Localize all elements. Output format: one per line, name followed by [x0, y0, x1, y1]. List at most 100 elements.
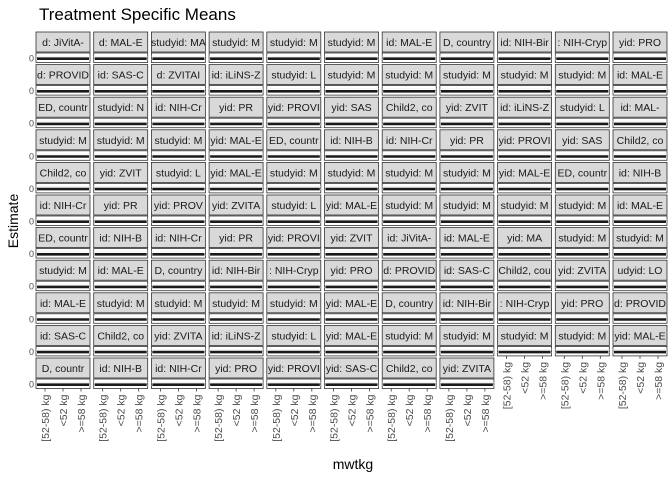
facet-strip [208, 31, 264, 53]
facet-panel: studyid: M [554, 64, 610, 96]
facet-panel: yid: MAL-E [324, 292, 379, 324]
facet-strip [93, 227, 149, 249]
facet-strip [439, 357, 495, 379]
facet-panel: id: NIH-Cr [52-58) kg <52 kg >=58 kg [150, 357, 206, 442]
facet-strip-label: studyid: M [212, 37, 260, 49]
facet-strip-label: yid: PROVI [268, 102, 320, 114]
facet-panel: yid: MAL-E [208, 129, 264, 161]
facet-strip [439, 161, 495, 183]
facet-panel: studyid: M [554, 227, 610, 259]
facet-strip-label: ED, countr [38, 102, 88, 114]
facet-strip [497, 129, 553, 151]
facet-strip [266, 324, 322, 346]
facet-panel: yid: ZVITA [52-58) kg <52 kg >=58 kg [439, 357, 495, 442]
x-tick-label: >=58 kg [595, 362, 607, 400]
facet-panel: yid: PROVI [266, 227, 322, 259]
facet-strip [150, 357, 206, 379]
facet-panel: Child2, co 0 [29, 161, 91, 194]
facet-strip [324, 96, 379, 118]
facet-panel: studyid: MA [150, 31, 206, 63]
facet-panel: studyid: M [381, 64, 437, 96]
facet-strip-label: id: NIH-B [619, 167, 662, 179]
facet-strip [439, 129, 495, 151]
facet-strip [497, 31, 553, 53]
facet-panel: studyid: N [93, 96, 149, 129]
facet-strip-label: yid: PROVI [268, 233, 320, 245]
facet-panel: studyid: M [324, 161, 379, 194]
x-tick-label: >=58 kg [191, 394, 203, 432]
y-tick-label: 0 [29, 184, 34, 194]
facet-strip-label: id: NIH-Cr [40, 200, 87, 212]
facet-strip [612, 259, 668, 281]
x-tick-label: [52-58) kg [559, 362, 571, 409]
facet-strip-label: studyid: M [328, 70, 376, 82]
facet-strip-label: id: iLiNS-Z [212, 330, 262, 342]
facet-strip [150, 161, 206, 183]
facet-strip-label: id: NIH-B [99, 363, 142, 375]
facet-strip-label: studyid: M [97, 135, 145, 147]
facet-strip-label: yid: ZVITA [154, 330, 202, 342]
facet-panel: D, country [381, 292, 437, 324]
facet-strip-label: yid: SAS [331, 102, 371, 114]
x-tick-label: [52-58) kg [213, 394, 225, 441]
facet-strip [266, 31, 322, 53]
facet-strip-label: yid: PROVI [499, 135, 551, 147]
facet-strip-label: yid: MA [507, 233, 542, 245]
facet-strip [324, 31, 379, 53]
facet-strip [381, 292, 437, 314]
facet-strip-label: studyid: L [271, 330, 316, 342]
facet-strip-label: id: MAL-E [386, 37, 432, 49]
facet-strip-label: studyid: L [271, 200, 316, 212]
facet-strip-label: Child2, cou [498, 265, 551, 277]
facet-panel: id: iLiNS-Z [208, 64, 264, 96]
facet-panel: ED, countr [266, 129, 322, 161]
facet-panel: yid: ZVIT [93, 161, 149, 194]
facet-panel: : NIH-Cryp [497, 292, 553, 324]
facet-strip-label: studyid: M [558, 70, 606, 82]
facet-panel: yid: PROVI [52-58) kg <52 kg >=58 kg [266, 357, 322, 442]
facet-strip [93, 129, 149, 151]
facet-panel: yid: SAS-C [52-58) kg <52 kg >=58 kg [324, 357, 379, 442]
facet-strip-label: studyid: MA [151, 37, 206, 49]
y-tick-label: 0 [29, 314, 34, 324]
facet-panel: id: MAL-E [381, 31, 437, 63]
facet-strip-label: id: MAL-E [617, 70, 663, 82]
facet-panel: studyid: M [208, 31, 264, 63]
facet-strip [439, 227, 495, 249]
facet-panel: studyid: M [439, 64, 495, 96]
facet-strip [208, 161, 264, 183]
facet-strip [266, 161, 322, 183]
facet-strip [497, 227, 553, 249]
facet-strip-label: studyid: M [558, 330, 606, 342]
facet-panel: id: SAS-C [93, 64, 149, 96]
facet-strip [497, 292, 553, 314]
facet-panel: studyid: M [554, 194, 610, 226]
x-tick-label: <52 kg [289, 394, 301, 426]
facet-strip [35, 64, 91, 85]
facet-strip [497, 324, 553, 346]
facet-panel: Child2, co [381, 96, 437, 129]
facet-strip-label: id: JiVitA- [387, 233, 432, 245]
facet-strip [35, 357, 91, 379]
facet-panel: studyid: L [266, 64, 322, 96]
facet-strip [35, 96, 91, 118]
facet-strip-label: yid: PRO [561, 298, 603, 310]
facet-strip [381, 31, 437, 53]
facet-strip-label: yid: MAL-E [614, 330, 665, 342]
facet-strip [35, 194, 91, 216]
facet-strip-label: studyid: M [154, 298, 202, 310]
facet-panel: yid: MAL-E [324, 324, 379, 357]
facet-strip [93, 324, 149, 346]
x-tick-label: [52-58) kg [444, 394, 456, 441]
facet-strip-label: studyid: M [270, 37, 318, 49]
facet-panel: id: MAL- [612, 96, 668, 129]
facet-strip-label: ED, countr [38, 233, 88, 245]
facet-strip [266, 357, 322, 379]
facet-strip-label: studyid: M [616, 233, 664, 245]
facet-strip [612, 292, 668, 314]
x-tick-label: >=58 kg [422, 394, 434, 432]
facet-panel: studyid: M [266, 31, 322, 63]
facet-panel: yid: PR [439, 129, 495, 161]
x-tick-label: <52 kg [116, 394, 128, 426]
